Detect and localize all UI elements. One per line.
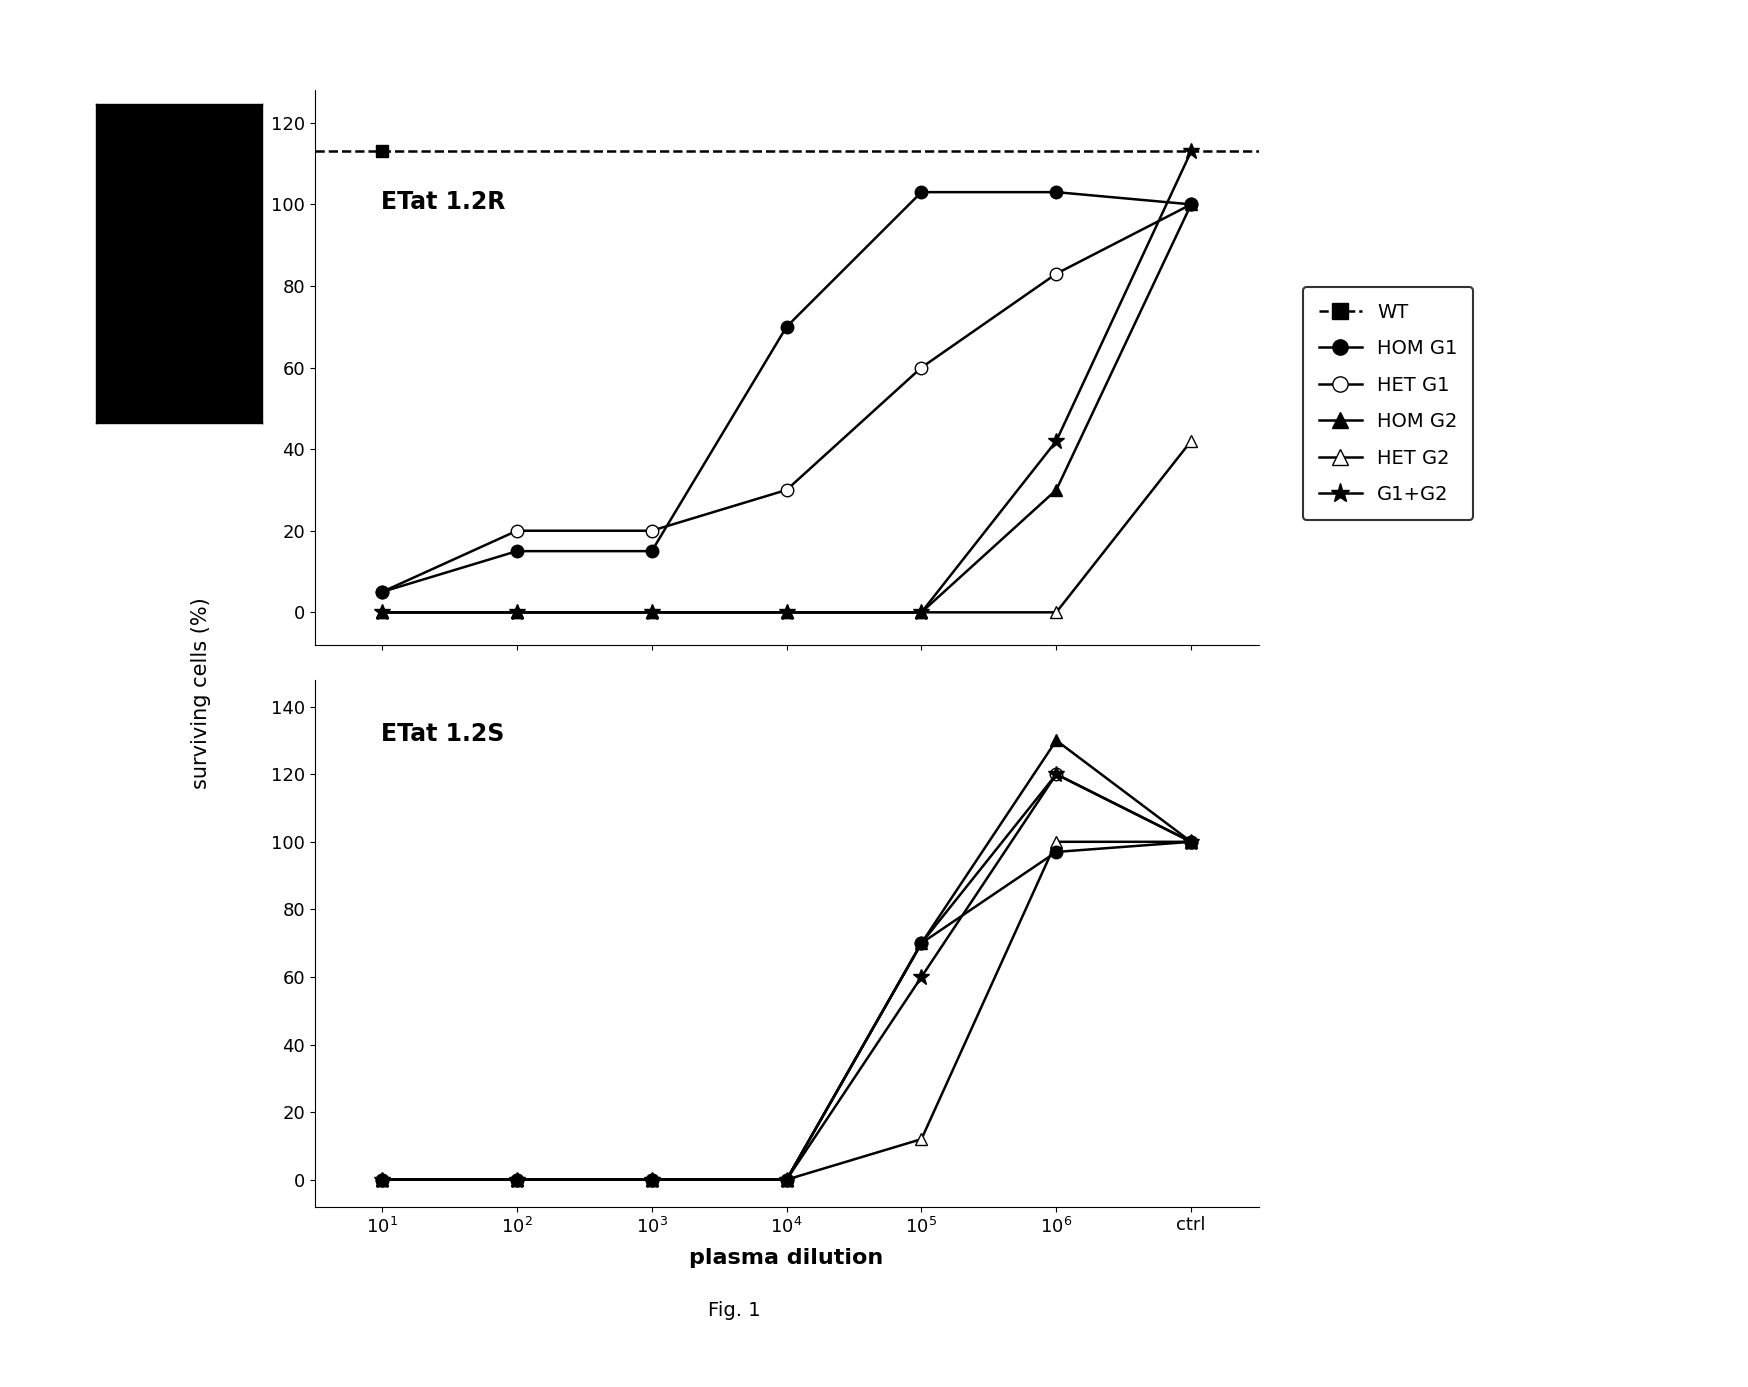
Text: ETat 1.2R: ETat 1.2R (381, 190, 505, 214)
Text: Fig. 1: Fig. 1 (708, 1301, 760, 1320)
Text: ETat 1.2S: ETat 1.2S (381, 721, 503, 746)
Legend: WT, HOM G1, HET G1, HOM G2, HET G2, G1+G2: WT, HOM G1, HET G1, HOM G2, HET G2, G1+G… (1304, 287, 1474, 520)
Text: surviving cells (%): surviving cells (%) (191, 598, 212, 789)
X-axis label: plasma dilution: plasma dilution (689, 1248, 884, 1268)
